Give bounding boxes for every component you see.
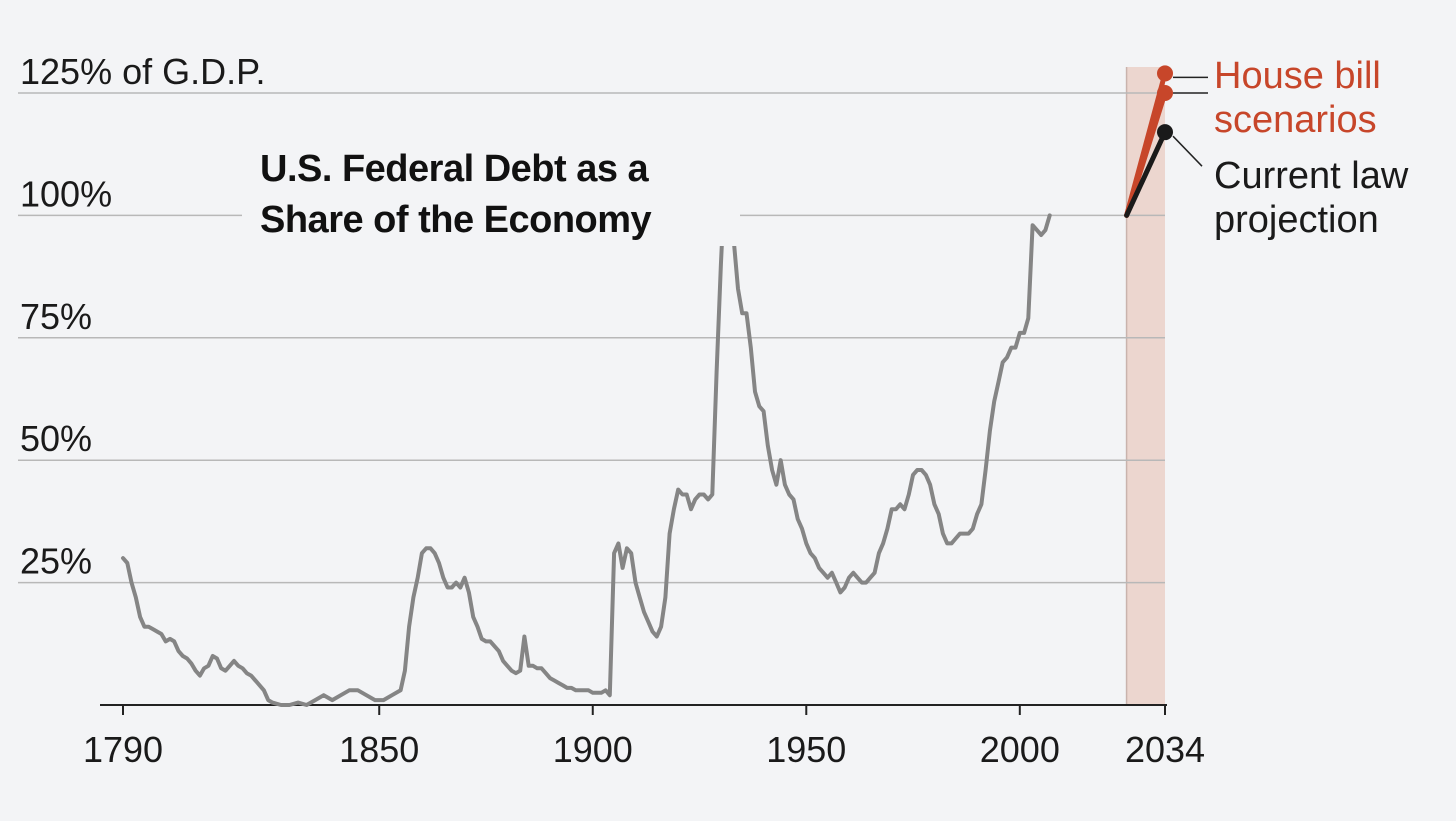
chart-title: U.S. Federal Debt as a Share of the Econ…: [242, 144, 740, 246]
series-house_high-endpoint: [1157, 65, 1173, 82]
current-label-line-2: projection: [1214, 199, 1379, 241]
x-axis: [100, 704, 1167, 715]
series-house_low-line: [1124, 90, 1168, 218]
x-tick-label-1900: 1900: [553, 729, 633, 770]
projection-shade: [1126, 67, 1165, 705]
chart-title-line-2: Share of the Economy: [260, 199, 652, 241]
endpoint-markers: [1157, 65, 1173, 141]
x-tick-label-1950: 1950: [766, 729, 846, 770]
current-label-line-1: Current law: [1214, 155, 1409, 197]
house-label-line-2: scenarios: [1214, 99, 1377, 141]
y-tick-label-75: 75%: [20, 296, 92, 337]
series-current-endpoint: [1157, 124, 1173, 141]
series-current-line: [1124, 129, 1168, 218]
y-tick-label-50: 50%: [20, 418, 92, 459]
leader-current: [1172, 135, 1203, 167]
y-tick-label-125: 125% of G.D.P.: [20, 51, 265, 92]
x-tick-label-2000: 2000: [980, 729, 1060, 770]
y-tick-label-25: 25%: [20, 541, 92, 582]
projection-shade-layer: [1125, 67, 1165, 705]
x-tick-label-1790: 1790: [83, 729, 163, 770]
series-house_low-endpoint: [1157, 85, 1173, 101]
y-tick-labels: 125% of G.D.P. 100% 75% 50% 25%: [20, 51, 265, 582]
x-tick-label-1850: 1850: [339, 729, 419, 770]
chart-title-line-1: U.S. Federal Debt as a: [260, 148, 649, 190]
y-tick-label-100: 100%: [20, 173, 112, 214]
x-tick-label-2034: 2034: [1125, 729, 1205, 770]
house-label-line-1: House bill: [1214, 55, 1381, 97]
leader-lines: [1172, 76, 1208, 167]
x-tick-labels: 1790 1850 1900 1950 2000 2034: [83, 729, 1205, 770]
series-history-line: [121, 174, 1052, 707]
